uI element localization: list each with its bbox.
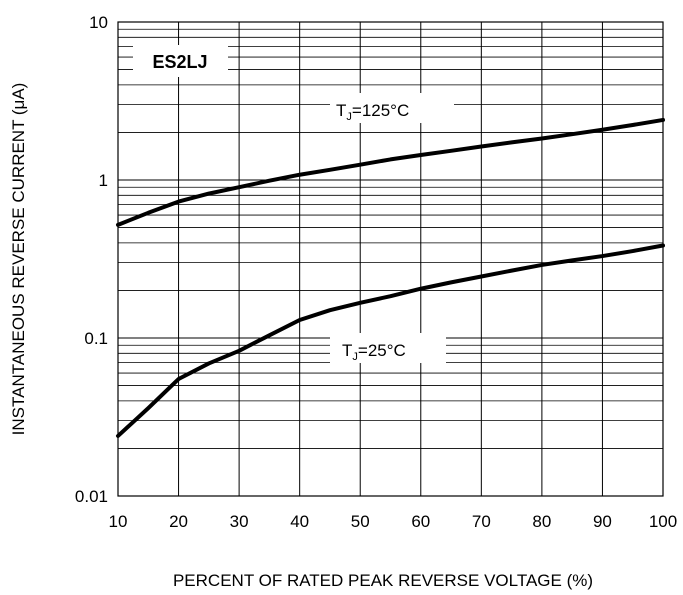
series-label-25-box xyxy=(330,333,446,363)
x-tick-labels: 10 20 30 40 50 60 70 80 90 100 xyxy=(109,512,678,531)
x-tick-label: 20 xyxy=(169,512,188,531)
series-line-0 xyxy=(116,117,665,227)
series-label-125-main: T xyxy=(336,101,346,120)
x-tick-label: 70 xyxy=(472,512,491,531)
series-label-125-box xyxy=(330,93,454,123)
device-label-box xyxy=(133,45,228,77)
x-tick-label: 100 xyxy=(649,512,677,531)
y-tick-label: 0.01 xyxy=(75,487,108,506)
series-label-25: TJ=25°C xyxy=(342,341,406,363)
series-label-125-rest: =125°C xyxy=(352,101,409,120)
x-tick-label: 40 xyxy=(290,512,309,531)
series-label-25-main: T xyxy=(342,341,352,360)
x-tick-label: 80 xyxy=(532,512,551,531)
x-tick-label: 90 xyxy=(593,512,612,531)
x-axis-title: PERCENT OF RATED PEAK REVERSE VOLTAGE (%… xyxy=(173,571,593,590)
y-tick-label: 0.1 xyxy=(84,329,108,348)
series-label-125-sub: J xyxy=(346,111,352,123)
y-axis-title: INSTANTANEOUS REVERSE CURRENT (μA) xyxy=(9,83,28,436)
device-label: ES2LJ xyxy=(152,52,207,72)
y-tick-labels: 0.01 0.1 1 10 xyxy=(75,13,108,506)
plot-frame xyxy=(117,21,664,497)
x-tick-label: 60 xyxy=(411,512,430,531)
series-lines xyxy=(116,117,665,438)
y-tick-label: 1 xyxy=(99,171,108,190)
series-label-25-sub: J xyxy=(352,351,358,363)
series-line-1 xyxy=(116,243,665,438)
x-tick-label: 50 xyxy=(351,512,370,531)
x-tick-label: 30 xyxy=(230,512,249,531)
y-tick-label: 10 xyxy=(89,13,108,32)
x-tick-label: 10 xyxy=(109,512,128,531)
series-label-125: TJ=125°C xyxy=(336,101,409,123)
series-label-25-rest: =25°C xyxy=(358,341,406,360)
